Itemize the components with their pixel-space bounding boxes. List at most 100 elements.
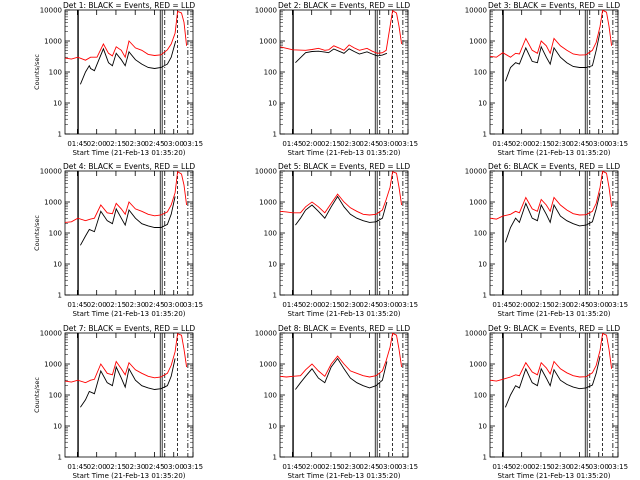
y-tick-label: 100: [474, 392, 487, 400]
y-tick-label: 1: [58, 292, 62, 300]
x-tick-label: 02:15: [106, 463, 126, 471]
y-tick-label: 1000: [469, 199, 487, 207]
x-tick-label: 02:15: [321, 140, 341, 148]
detector-panel-1: Det 1: BLACK = Events, RED = LLD 1 10 100 10…: [33, 1, 203, 157]
lld-series-line: [489, 170, 613, 220]
y-tick-label: 100: [264, 69, 277, 77]
x-tick-label: 03:15: [608, 301, 628, 309]
y-tick-label: 100: [49, 392, 62, 400]
lld-series-line: [279, 332, 403, 378]
y-tick-label: 10000: [465, 330, 487, 338]
plot-frame: [279, 9, 409, 135]
y-tick-label: 100: [264, 230, 277, 238]
x-axis-label: Start Time (21-Feb-13 01:35:20): [287, 472, 400, 480]
x-tick-label: 02:00: [302, 463, 322, 471]
panel-title: Det 5: BLACK = Events, RED = LLD: [278, 162, 410, 171]
x-axis-label: Start Time (21-Feb-13 01:35:20): [497, 310, 610, 318]
x-tick-label: 02:30: [550, 301, 570, 309]
y-tick-label: 1: [483, 292, 487, 300]
x-axis-label: Start Time (21-Feb-13 01:35:20): [72, 310, 185, 318]
panel-title: Det 9: BLACK = Events, RED = LLD: [488, 324, 620, 333]
y-tick-label: 10000: [40, 7, 62, 15]
x-tick-label: 02:15: [106, 140, 126, 148]
y-axis-label: Counts/sec: [33, 215, 41, 251]
y-tick-label: 10: [268, 423, 277, 431]
x-tick-label: 01:45: [282, 140, 302, 148]
x-tick-label: 02:30: [125, 301, 145, 309]
x-tick-label: 02:00: [302, 301, 322, 309]
x-axis-label: Start Time (21-Feb-13 01:35:20): [497, 472, 610, 480]
x-tick-label: 02:45: [569, 463, 589, 471]
panel-title: Det 4: BLACK = Events, RED = LLD: [63, 162, 195, 171]
events-series-line: [504, 192, 601, 243]
x-tick-label: 02:15: [321, 301, 341, 309]
x-axis-label: Start Time (21-Feb-13 01:35:20): [287, 149, 400, 157]
y-axis-label: Counts/sec: [33, 377, 41, 413]
y-tick-label: 10000: [465, 7, 487, 15]
y-tick-label: 1000: [259, 361, 277, 369]
events-series-line: [504, 31, 601, 82]
detector-panel-3: Det 3: BLACK = Events, RED = LLD 1 10 100 10…: [465, 1, 628, 157]
x-tick-label: 01:45: [67, 140, 87, 148]
x-tick-label: 03:15: [398, 301, 418, 309]
x-tick-label: 03:00: [379, 301, 399, 309]
y-tick-label: 100: [474, 69, 487, 77]
events-series-line: [80, 358, 176, 408]
y-tick-label: 100: [49, 69, 62, 77]
events-series-line: [80, 196, 176, 246]
panel-title: Det 3: BLACK = Events, RED = LLD: [488, 1, 620, 10]
y-tick-label: 10: [53, 423, 62, 431]
x-tick-label: 02:15: [321, 463, 341, 471]
panel-title: Det 7: BLACK = Events, RED = LLD: [63, 324, 195, 333]
x-tick-label: 03:00: [589, 301, 609, 309]
x-tick-label: 02:15: [531, 463, 551, 471]
y-tick-label: 10: [268, 261, 277, 269]
x-tick-label: 01:45: [282, 463, 302, 471]
y-tick-label: 1: [483, 454, 487, 462]
x-tick-label: 03:00: [379, 140, 399, 148]
y-tick-label: 10: [478, 423, 487, 431]
x-tick-label: 02:15: [531, 140, 551, 148]
x-tick-label: 03:15: [183, 463, 203, 471]
plot-frame: [489, 170, 619, 296]
detector-panel-8: Det 8: BLACK = Events, RED = LLD 1 10 100 10…: [255, 324, 418, 480]
y-tick-label: 1000: [469, 38, 487, 46]
x-tick-label: 01:45: [282, 301, 302, 309]
lld-series-line: [64, 10, 188, 61]
x-tick-label: 02:00: [302, 140, 322, 148]
y-tick-label: 1: [273, 454, 277, 462]
lld-series-line: [279, 9, 403, 54]
plot-frame: [64, 332, 194, 458]
detector-panel-5: Det 5: BLACK = Events, RED = LLD 1 10 100 10…: [255, 162, 418, 318]
y-tick-label: 100: [264, 392, 277, 400]
lld-series-line: [489, 9, 613, 58]
x-tick-label: 02:15: [106, 301, 126, 309]
lld-series-line: [489, 332, 613, 382]
x-tick-label: 03:00: [164, 463, 184, 471]
x-tick-label: 03:15: [183, 301, 203, 309]
x-tick-label: 02:45: [144, 463, 164, 471]
y-tick-label: 10: [268, 100, 277, 108]
x-tick-label: 02:30: [340, 140, 360, 148]
y-tick-label: 1000: [44, 361, 62, 369]
x-tick-label: 02:45: [569, 301, 589, 309]
x-tick-label: 03:15: [398, 463, 418, 471]
y-tick-label: 10000: [40, 330, 62, 338]
lld-series-line: [64, 170, 188, 223]
x-tick-label: 02:00: [512, 301, 532, 309]
y-tick-label: 1000: [44, 38, 62, 46]
y-tick-label: 1: [58, 131, 62, 139]
x-tick-label: 01:45: [492, 301, 512, 309]
plot-frame: [64, 9, 194, 135]
x-tick-label: 01:45: [492, 463, 512, 471]
x-axis-label: Start Time (21-Feb-13 01:35:20): [287, 310, 400, 318]
x-tick-label: 02:30: [550, 140, 570, 148]
x-tick-label: 03:15: [608, 463, 628, 471]
detector-panel-2: Det 2: BLACK = Events, RED = LLD 1 10 100 10…: [255, 1, 418, 157]
x-tick-label: 02:45: [569, 140, 589, 148]
panel-title: Det 6: BLACK = Events, RED = LLD: [488, 162, 620, 171]
x-tick-label: 03:00: [589, 463, 609, 471]
plot-frame: [279, 170, 409, 296]
x-tick-label: 02:30: [550, 463, 570, 471]
events-series-line: [295, 195, 388, 226]
